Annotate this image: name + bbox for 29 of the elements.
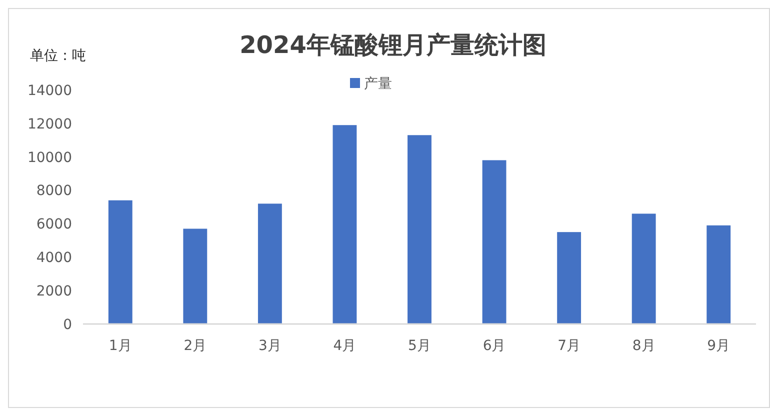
- x-tick-label: 2月: [184, 338, 207, 354]
- x-tick-label: 9月: [707, 338, 730, 354]
- y-tick-label: 10000: [27, 150, 72, 166]
- x-tick-label: 6月: [482, 338, 506, 354]
- bar: [557, 232, 582, 324]
- y-axis-title: 单位：吨: [30, 48, 86, 64]
- bar: [408, 135, 432, 324]
- x-tick-label: 7月: [558, 338, 581, 354]
- y-tick-label: 0: [63, 316, 72, 333]
- x-tick-label: 4月: [333, 338, 356, 354]
- y-tick-label: 8000: [36, 183, 72, 200]
- chart-title: 2024年锰酸锂月产量统计图: [240, 31, 546, 59]
- bar: [108, 200, 132, 324]
- bar: [258, 204, 282, 324]
- y-tick-label: 12000: [27, 116, 72, 132]
- x-tick-label: 1月: [108, 338, 132, 354]
- x-tick-label: 3月: [258, 338, 282, 354]
- x-tick-label: 8月: [632, 338, 656, 354]
- bar: [482, 160, 506, 324]
- y-tick-label: 14000: [27, 82, 72, 99]
- bar: [632, 214, 656, 324]
- y-tick-label: 4000: [36, 250, 72, 266]
- x-tick-label: 5月: [408, 338, 431, 354]
- legend-label: 产量: [364, 76, 392, 92]
- bar: [706, 225, 731, 324]
- bar: [183, 228, 208, 324]
- y-tick-label: 6000: [36, 216, 72, 233]
- bar: [332, 125, 357, 324]
- y-tick-label: 2000: [36, 283, 72, 300]
